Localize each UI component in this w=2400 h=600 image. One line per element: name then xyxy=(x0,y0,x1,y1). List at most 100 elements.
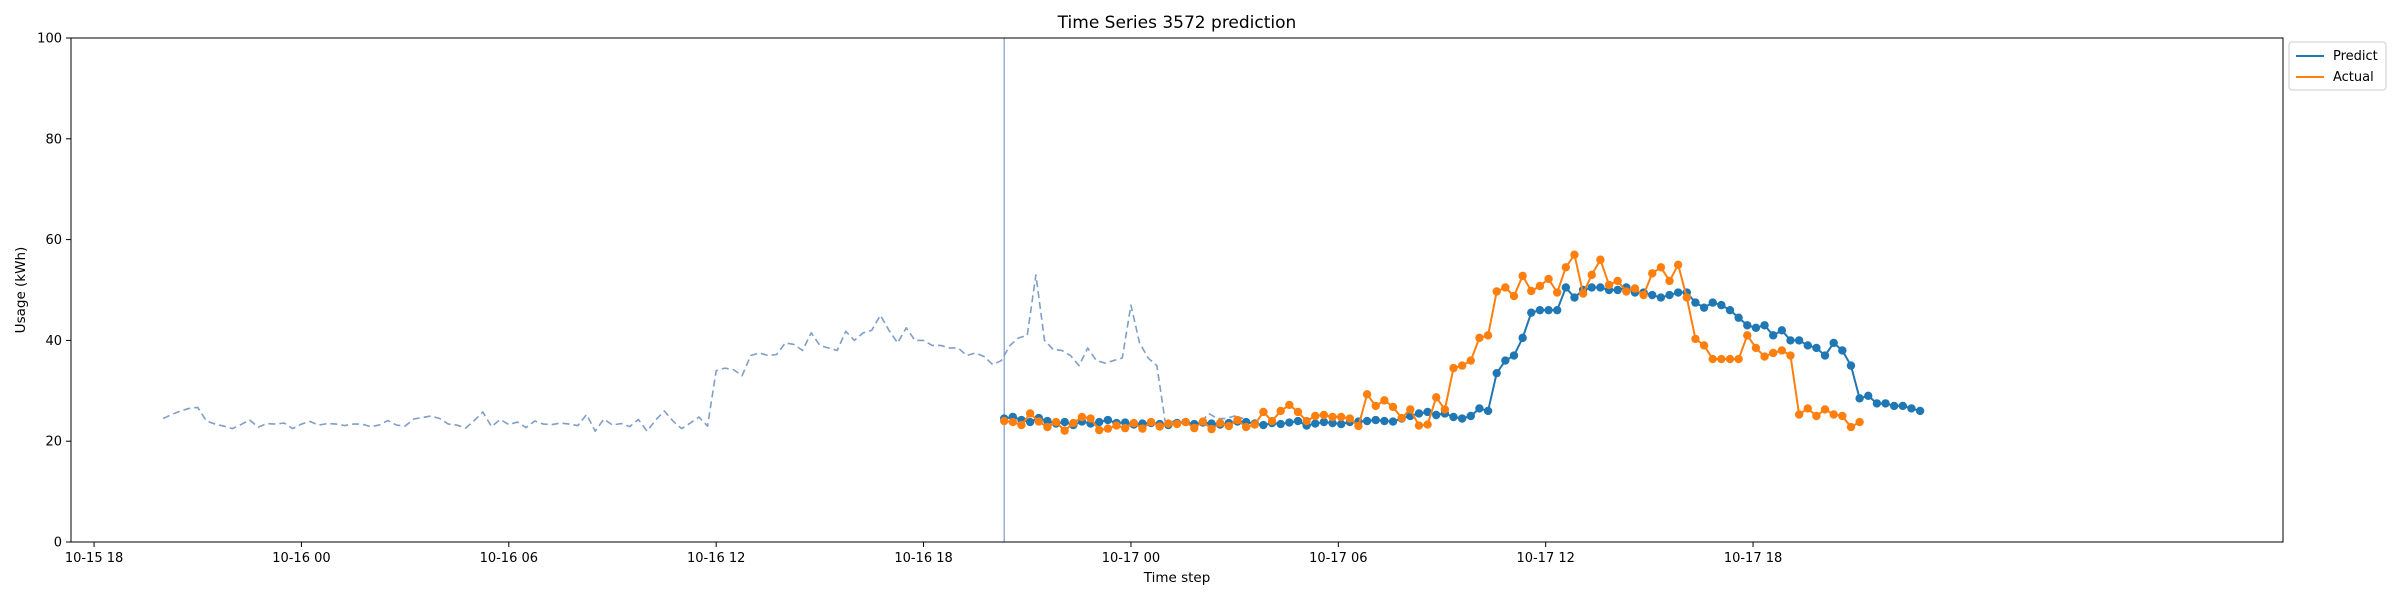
predict-point xyxy=(1319,417,1329,427)
x-axis-title: Time step xyxy=(1143,570,1211,586)
actual-point xyxy=(1717,354,1726,364)
x-tick-label: 10-17 12 xyxy=(1516,551,1574,566)
actual-point xyxy=(1233,415,1242,425)
actual-point xyxy=(1552,288,1562,297)
actual-point xyxy=(1587,270,1596,280)
predict-point xyxy=(1509,351,1519,360)
predict-point xyxy=(1769,331,1778,340)
actual-point xyxy=(1743,331,1752,340)
axes-frame xyxy=(70,37,2284,543)
actual-point xyxy=(1362,390,1372,399)
predict-point xyxy=(1492,368,1501,378)
predict-point xyxy=(1518,333,1527,343)
actual-point xyxy=(1639,290,1648,300)
x-tick-label: 10-17 18 xyxy=(1724,551,1782,566)
predict-point xyxy=(1432,410,1441,420)
actual-point xyxy=(1466,356,1475,365)
predict-point xyxy=(1708,298,1717,307)
history-line xyxy=(162,274,1244,432)
predict-point xyxy=(1043,416,1052,426)
actual-point xyxy=(1440,405,1450,414)
predict-point xyxy=(1388,417,1398,426)
actual-point xyxy=(1388,402,1398,412)
actual-point xyxy=(1509,291,1519,301)
predict-point xyxy=(1777,326,1787,335)
predict-point xyxy=(1794,336,1804,345)
actual-point xyxy=(1060,426,1069,435)
y-tick-label: 0 xyxy=(54,536,62,551)
y-axis-title: Usage (kWh) xyxy=(13,247,29,334)
y-axis: 0 20 40 60 80 100 xyxy=(37,32,71,551)
actual-point xyxy=(1311,411,1320,421)
actual-point xyxy=(1535,281,1545,291)
actual-point xyxy=(1648,269,1657,278)
predict-point xyxy=(1483,406,1493,416)
actual-point xyxy=(1769,348,1778,358)
actual-point xyxy=(1259,407,1268,417)
predict-point xyxy=(1898,401,1908,411)
actual-point xyxy=(1691,334,1700,344)
predict-point xyxy=(1423,407,1432,417)
actual-point xyxy=(1276,406,1285,416)
actual-point xyxy=(1803,404,1812,413)
actual-point xyxy=(1224,421,1234,431)
actual-point xyxy=(1673,260,1683,269)
actual-point xyxy=(1198,417,1208,426)
predict-point xyxy=(1820,351,1830,360)
predict-point xyxy=(1103,415,1113,425)
series-actual xyxy=(999,250,1864,435)
actual-point xyxy=(1751,343,1761,353)
actual-point xyxy=(1164,419,1173,428)
predict-point xyxy=(1311,419,1320,428)
predict-point xyxy=(1371,415,1380,425)
actual-point xyxy=(1449,363,1458,373)
actual-point xyxy=(1622,287,1631,296)
predict-point xyxy=(1561,283,1571,292)
predict-point xyxy=(1907,404,1916,413)
legend-actual-label: Actual xyxy=(2333,70,2374,85)
actual-point xyxy=(1034,417,1043,426)
predict-point xyxy=(1855,394,1864,403)
predict-point xyxy=(1336,419,1346,429)
y-tick-label: 80 xyxy=(45,132,62,147)
actual-point xyxy=(1397,413,1406,423)
actual-point xyxy=(1077,412,1087,422)
predict-point xyxy=(1872,399,1882,408)
actual-point xyxy=(1501,283,1510,292)
actual-point xyxy=(1527,286,1536,296)
actual-point xyxy=(1241,422,1251,432)
predict-point xyxy=(1915,406,1925,416)
actual-point xyxy=(1112,421,1121,430)
predict-point xyxy=(1673,288,1683,297)
actual-point xyxy=(1069,418,1078,428)
actual-point xyxy=(1267,416,1277,426)
y-tick-label: 100 xyxy=(37,32,62,47)
actual-point xyxy=(1129,418,1139,428)
predict-point xyxy=(1276,419,1285,429)
x-tick-label: 10-15 18 xyxy=(65,551,123,566)
predict-point xyxy=(1501,356,1510,365)
predict-point xyxy=(1449,412,1458,422)
actual-point xyxy=(1172,419,1182,429)
actual-point xyxy=(1656,263,1666,272)
chart-title: Time Series 3572 prediction xyxy=(1057,13,1297,33)
predict-point xyxy=(1259,420,1268,430)
actual-point xyxy=(1025,409,1035,418)
actual-point xyxy=(1086,414,1095,423)
y-tick-label: 60 xyxy=(45,233,62,248)
actual-point xyxy=(1838,411,1847,421)
predict-point xyxy=(1812,343,1821,353)
actual-point xyxy=(1682,293,1692,302)
actual-point xyxy=(1406,405,1415,414)
predict-point xyxy=(1829,338,1838,348)
actual-point xyxy=(1345,414,1355,423)
predict-point xyxy=(1466,411,1475,421)
predict-point xyxy=(1293,416,1303,426)
series-predict xyxy=(999,283,1925,430)
actual-point xyxy=(1250,420,1259,429)
predict-point xyxy=(1751,323,1761,332)
predict-point xyxy=(1889,401,1899,411)
legend-predict-label: Predict xyxy=(2333,49,2378,64)
actual-point xyxy=(1475,333,1484,343)
